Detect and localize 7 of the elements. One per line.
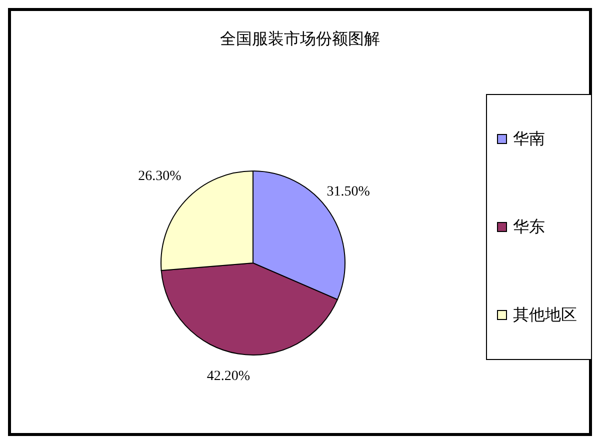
legend-label: 其他地区 [513, 306, 577, 326]
data-label: 26.30% [138, 169, 182, 184]
data-label: 31.50% [326, 184, 370, 200]
legend-label: 华东 [513, 218, 545, 238]
chart-title: 全国服装市场份额图解 [219, 30, 381, 50]
data-label: 42.20% [206, 368, 250, 384]
legend-label: 华南 [513, 130, 545, 150]
